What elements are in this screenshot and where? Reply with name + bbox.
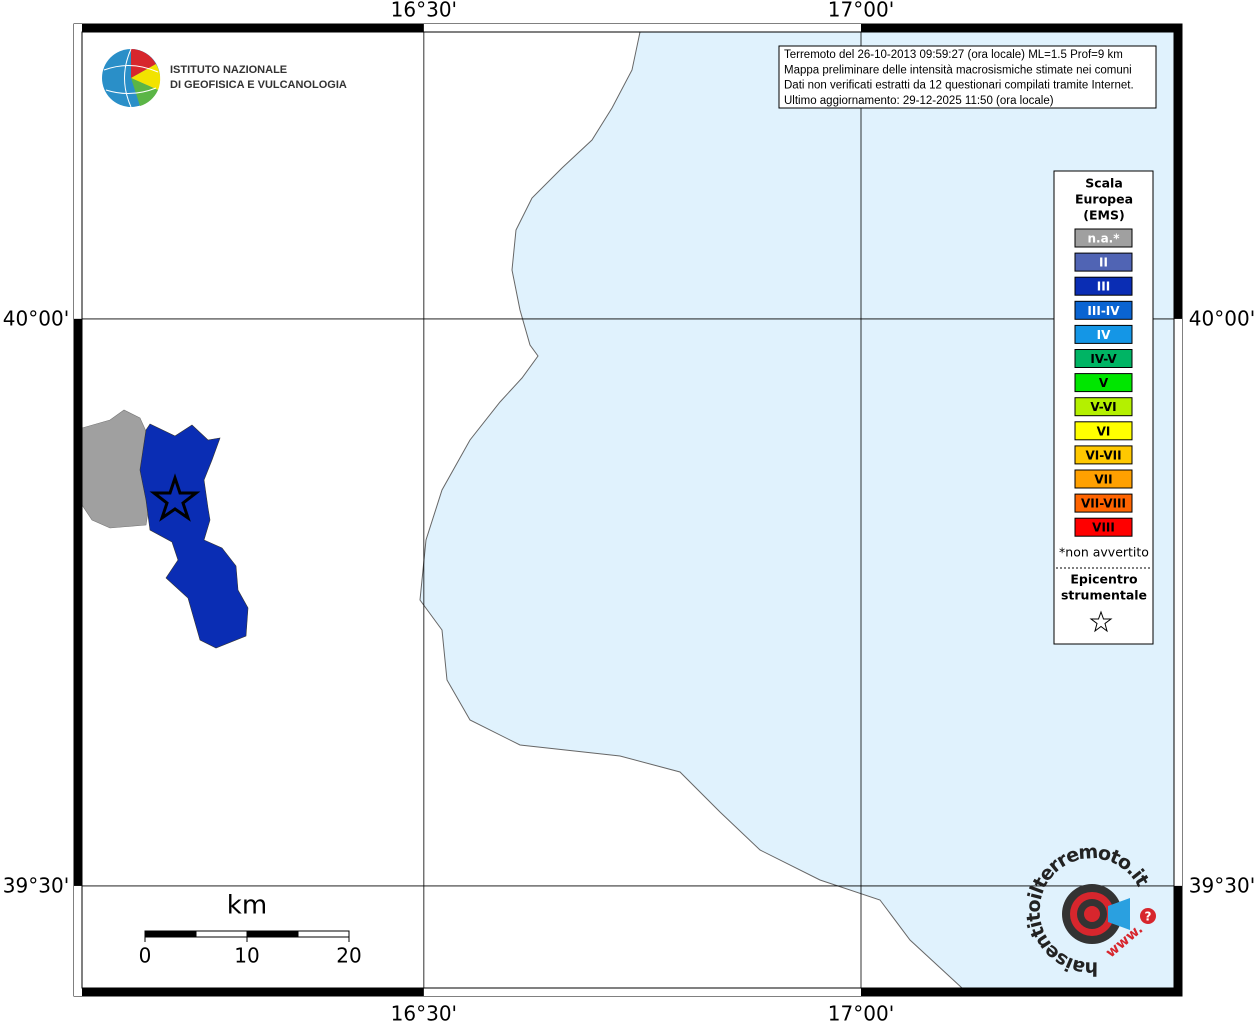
legend-label: V-VI <box>1090 400 1116 414</box>
legend-label: n.a.* <box>1087 232 1120 246</box>
legend-epicenter: strumentale <box>1061 588 1147 603</box>
scale-segment <box>246 930 299 938</box>
info-box: Terremoto del 26-10-2013 09:59:27 (ora l… <box>778 45 1157 109</box>
legend-label: II <box>1099 256 1108 270</box>
lat-label: 40°00' <box>3 306 69 330</box>
scale-segment <box>297 930 350 938</box>
logo-segment <box>131 49 156 78</box>
info-line: Terremoto del 26-10-2013 09:59:27 (ora l… <box>784 49 1123 61</box>
scale-segment <box>144 930 197 938</box>
epicenter-star <box>149 473 201 522</box>
lat-label: 40°00' <box>1189 306 1255 330</box>
frame-band <box>1174 24 1182 319</box>
lat-label: 39°30' <box>1189 873 1255 897</box>
legend-label: VI <box>1097 424 1111 438</box>
frame-band <box>1174 885 1182 996</box>
legend-label: VII-VIII <box>1081 497 1126 511</box>
info-line: Mappa preliminare delle intensità macros… <box>784 64 1132 76</box>
lon-label: 17°00' <box>828 0 894 22</box>
scale-bar: km 0 10 20 <box>139 891 362 968</box>
frame-band <box>74 988 424 996</box>
legend-label: IV <box>1097 328 1111 342</box>
legend-swatch <box>1074 373 1133 393</box>
frame-band <box>74 318 82 886</box>
lon-label: 16°30' <box>391 0 457 22</box>
scale-label: 20 <box>336 944 361 968</box>
legend-epicenter: Epicentro <box>1070 572 1138 587</box>
logo-segment <box>131 64 161 90</box>
info-line: Ultimo aggiornamento: 29-12-2025 11:50 (… <box>784 95 1054 107</box>
map-frame: 16°30' 16°30' 17°00' 17°00' 40°00' 40°00' 39°3… <box>3 0 1255 1026</box>
legend-swatch <box>1074 493 1133 513</box>
badge-dot <box>1140 908 1156 924</box>
frame-band <box>74 24 82 319</box>
frame-band <box>861 24 1182 32</box>
ingv-logo: ISTITUTO NAZIONALE DI GEOFISICA E VULCAN… <box>102 48 347 108</box>
legend-label: VII <box>1094 473 1112 487</box>
scale-label: 0 <box>139 944 152 968</box>
frame-band <box>423 988 862 996</box>
lon-label: 17°00' <box>828 1002 894 1025</box>
scale-segment <box>195 930 248 938</box>
badge-speaker <box>1108 898 1130 930</box>
legend-swatch <box>1074 421 1133 441</box>
legend: ScalaEuropea(EMS)n.a.*IIIIIIII-IVIVIV-VV… <box>1053 170 1154 645</box>
legend-swatch <box>1074 517 1133 537</box>
legend-label: VI-VII <box>1085 448 1121 462</box>
legend-title: (EMS) <box>1083 208 1124 223</box>
municipality-intensity <box>139 423 249 649</box>
frame-band <box>74 885 82 996</box>
scale-unit: km <box>227 891 267 921</box>
municipality-na <box>82 409 151 529</box>
map-body <box>82 32 1174 988</box>
badge-ring <box>1084 906 1100 922</box>
legend-swatch <box>1074 445 1133 465</box>
legend-note: *non avvertito <box>1059 545 1149 560</box>
frame-band <box>74 24 424 32</box>
legend-swatch <box>1074 276 1133 296</box>
legend-title: Scala <box>1085 176 1123 191</box>
legend-label: III-IV <box>1087 304 1120 318</box>
legend-star <box>1089 610 1113 633</box>
badge-question: ? <box>1145 910 1152 924</box>
legend-swatch <box>1074 300 1133 320</box>
legend-swatch <box>1074 469 1133 489</box>
legend-label: V <box>1099 376 1109 390</box>
legend-swatch <box>1074 324 1133 344</box>
legend-label: III <box>1097 280 1110 294</box>
logo-text: ISTITUTO NAZIONALE <box>170 64 287 76</box>
frame-band <box>861 988 1182 996</box>
legend-swatch <box>1074 397 1133 417</box>
sea <box>419 32 1174 988</box>
info-frame <box>778 45 1157 109</box>
scale-label: 10 <box>234 944 259 968</box>
legend-swatch <box>1074 228 1133 248</box>
frame-band <box>423 24 862 32</box>
graticule <box>74 24 1182 996</box>
legend-swatch <box>1074 252 1133 272</box>
lon-label: 16°30' <box>391 1002 457 1025</box>
legend-label: IV-V <box>1090 352 1117 366</box>
frame-band <box>1174 318 1182 886</box>
legend-swatch <box>1074 349 1133 368</box>
info-line: Dati non verificati estratti da 12 quest… <box>784 80 1134 92</box>
legend-label: VIII <box>1092 521 1115 535</box>
legend-title: Europea <box>1075 192 1133 207</box>
frame-inner <box>81 31 1175 989</box>
lat-label: 39°30' <box>3 873 69 897</box>
logo-lines <box>103 48 159 108</box>
logo-text: DI GEOFISICA E VULCANOLOGIA <box>170 79 347 91</box>
